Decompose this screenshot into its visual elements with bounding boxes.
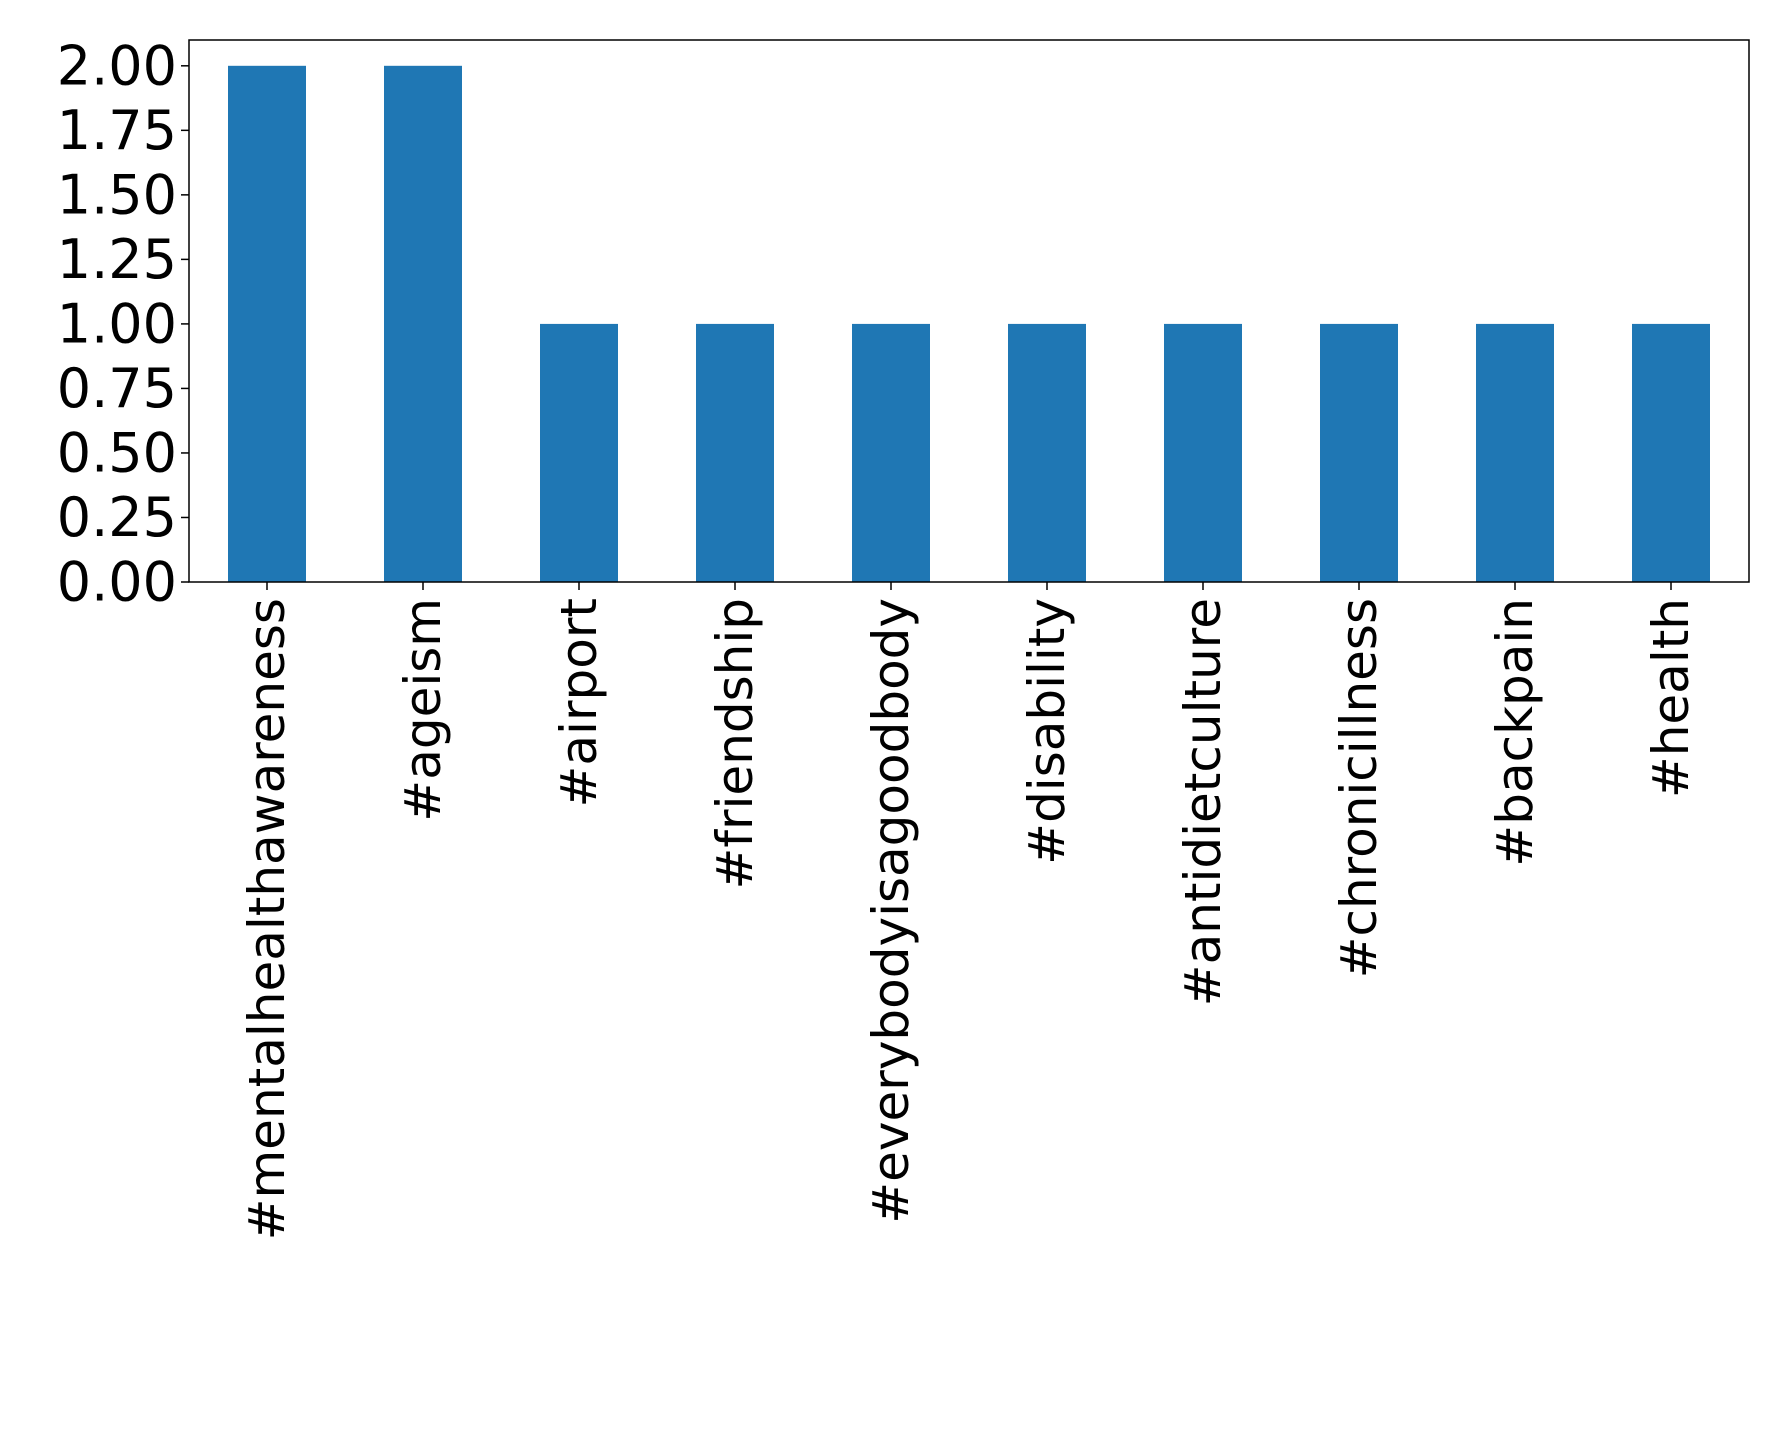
x-tick-label: #airport [550, 598, 608, 807]
x-tick-label: #everybodyisagoodbody [862, 598, 920, 1224]
bar [1632, 323, 1710, 582]
x-tick-label: #backpain [1486, 598, 1544, 867]
bars [228, 65, 1710, 583]
bar [1164, 323, 1242, 582]
bar [384, 65, 462, 583]
y-tick-label: 0.00 [57, 551, 177, 614]
y-tick-label: 1.50 [57, 163, 177, 226]
y-tick-label: 1.00 [57, 292, 177, 355]
y-tick-label: 1.25 [57, 228, 177, 291]
x-tick-label: #friendship [706, 598, 764, 890]
y-tick-label: 2.00 [57, 34, 177, 97]
y-tick-label: 1.75 [57, 99, 177, 162]
y-tick-label: 0.25 [57, 486, 177, 549]
x-tick-label: #health [1642, 598, 1700, 798]
y-tick-label: 0.75 [57, 357, 177, 420]
x-tick-label: #mentalhealthawareness [238, 598, 296, 1240]
bar [540, 323, 618, 582]
bar [1476, 323, 1554, 582]
bar [1008, 323, 1086, 582]
x-tick-label: #chronicillness [1330, 598, 1388, 978]
x-axis: #mentalhealthawareness #ageism #airport #fr… [238, 582, 1700, 1240]
bar [696, 323, 774, 582]
plot-frame [188, 39, 1750, 583]
bar [228, 65, 306, 583]
x-tick-label: #antidietculture [1174, 598, 1232, 1006]
x-tick-label: #disability [1018, 598, 1076, 865]
bar [1320, 323, 1398, 582]
bar [852, 323, 930, 582]
y-tick-label: 0.50 [57, 421, 177, 484]
x-tick-label: #ageism [394, 598, 452, 822]
y-axis: 0.000.250.500.751.001.251.501.752.00 [57, 34, 189, 614]
